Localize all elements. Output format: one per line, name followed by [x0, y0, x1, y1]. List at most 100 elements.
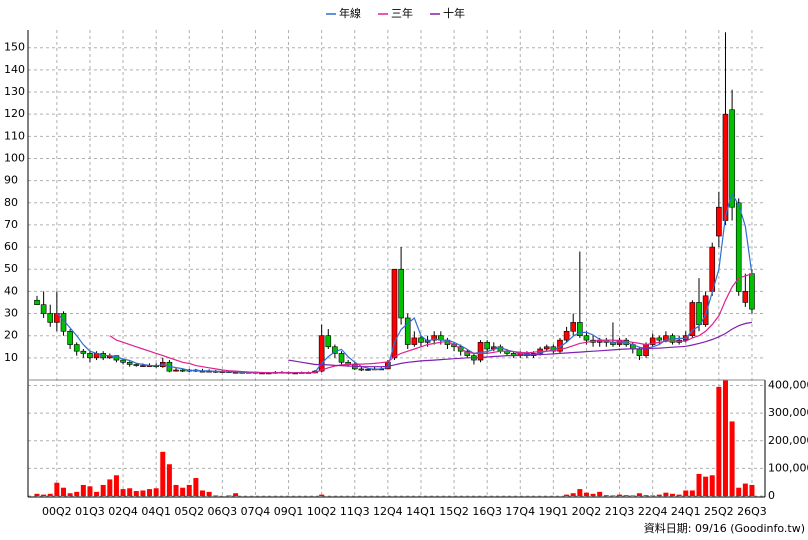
footer: 資料日期: 09/16 (Goodinfo.tw) [644, 521, 805, 535]
volume-bar [623, 495, 629, 496]
x-tick-label: 26Q3 [737, 505, 767, 518]
candle-body [173, 369, 179, 372]
candle-body [73, 344, 80, 352]
y2-tick-label: 400,000 [768, 379, 808, 392]
volume-bar [147, 489, 153, 496]
candle-body [318, 335, 325, 372]
volume-bar [153, 488, 159, 496]
x-tick-label: 21Q3 [605, 505, 635, 518]
volume-bar [636, 493, 642, 496]
candle-body [40, 304, 47, 314]
x-tick-label: 14Q1 [406, 505, 436, 518]
candle-body [464, 350, 471, 356]
y-tick-label: 30 [4, 307, 18, 320]
y-tick-label: 40 [4, 284, 18, 297]
volume-bar [319, 494, 325, 496]
volume-bar [74, 491, 80, 496]
volume-bar [166, 464, 172, 496]
candle-body [179, 369, 186, 372]
candle-body [543, 346, 550, 350]
candle-body [332, 346, 338, 354]
candle-body [643, 344, 649, 356]
volume-bar [226, 495, 232, 496]
volume-bar [41, 494, 47, 496]
candle-body [749, 273, 755, 310]
ma-line [288, 321, 753, 368]
candle-body [484, 342, 490, 350]
volume-bar [100, 484, 106, 496]
volume-bar [577, 489, 583, 496]
volume-bar [749, 484, 755, 496]
candle-body [411, 337, 418, 345]
candle-body [358, 368, 365, 371]
volume-bar [200, 490, 205, 496]
volume-bar [133, 491, 139, 496]
y-tick-label: 50 [4, 262, 18, 275]
x-tick-label: 16Q3 [472, 505, 502, 518]
x-tick-label: 20Q2 [572, 505, 602, 518]
ma-line [56, 192, 753, 374]
ma-line [109, 273, 753, 374]
candle-body [742, 291, 749, 303]
volume-bar [597, 491, 603, 496]
volume-bar [590, 493, 596, 496]
x-tick-label: 17Q4 [505, 505, 535, 518]
candle-body [80, 350, 87, 354]
volume-bar [47, 493, 53, 496]
volume-bar [127, 488, 133, 496]
volume-bar [630, 495, 636, 496]
volume-bar [716, 386, 722, 496]
volume-bar [67, 493, 73, 496]
volume-bar [120, 489, 126, 496]
volume-bar [603, 495, 609, 496]
candle-body [649, 337, 656, 345]
volume-bar [650, 495, 656, 496]
candle-body [120, 359, 126, 363]
volume-bar [736, 487, 742, 496]
x-tick-label: 22Q4 [638, 505, 668, 518]
volume-bar [80, 484, 86, 496]
candle-body [365, 369, 371, 371]
volume-bar [213, 495, 219, 496]
volume-bar [617, 494, 623, 496]
volume-bar [94, 491, 100, 496]
candle-body [563, 330, 570, 341]
y2-tick-label: 100,000 [768, 461, 808, 474]
candle-body [391, 268, 398, 359]
y2-tick-label: 200,000 [768, 434, 808, 447]
volume-bar [60, 487, 66, 496]
labels: 10 20 30 40 50 60 70 80 90 100 110 120 130 140 150 0 100… [4, 6, 808, 518]
y-tick-label: 90 [4, 174, 18, 187]
volume-bar [610, 495, 616, 496]
candle-body [570, 322, 577, 332]
candle-body [34, 299, 40, 305]
volume-bar [107, 479, 113, 496]
candle-body [87, 353, 93, 359]
legend-label: 年線 [339, 6, 361, 20]
volume-bar [703, 476, 709, 496]
x-tick-label: 12Q4 [373, 505, 403, 518]
volume-bar [87, 486, 93, 496]
candle-body [696, 302, 702, 325]
candle-body [126, 361, 133, 365]
candle-body [47, 313, 54, 323]
candle-body [729, 109, 735, 208]
volume-bar [656, 494, 662, 496]
x-tick-label: 00Q2 [42, 505, 72, 518]
volume-bar [689, 490, 695, 496]
grid [28, 30, 765, 497]
volume-bar [160, 451, 166, 496]
volume-bar [643, 495, 649, 496]
volume-bar [193, 478, 199, 496]
candle-body [583, 335, 590, 341]
y-tick-label: 10 [4, 351, 18, 364]
y-tick-label: 110 [4, 129, 25, 142]
volume-bar [206, 491, 212, 496]
volume-bar [180, 487, 186, 496]
candle-body [689, 302, 696, 336]
x-tick-label: 19Q1 [539, 505, 569, 518]
volume-bar [570, 493, 576, 496]
y-tick-label: 100 [4, 151, 25, 164]
y-tick-label: 80 [4, 196, 18, 209]
